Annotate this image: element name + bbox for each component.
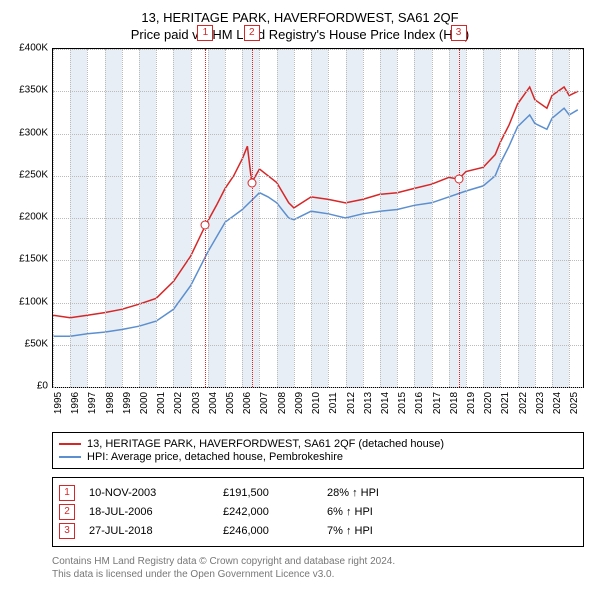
x-tick-label: 2008 [277,392,288,414]
event-legend-num: 2 [59,504,75,520]
y-tick-label: £400K [19,43,48,54]
y-tick-label: £50K [25,338,48,349]
event-line [459,49,460,387]
legend-row: HPI: Average price, detached house, Pemb… [59,451,577,463]
event-legend-delta: 28% ↑ HPI [327,487,417,499]
event-legend-delta: 6% ↑ HPI [327,506,417,518]
x-tick-label: 1999 [122,392,133,414]
event-legend-row: 2 18-JUL-2006 £242,000 6% ↑ HPI [59,504,577,520]
x-tick-label: 1997 [87,392,98,414]
x-tick-label: 2023 [535,392,546,414]
event-legend-row: 3 27-JUL-2018 £246,000 7% ↑ HPI [59,523,577,539]
x-tick-label: 2002 [173,392,184,414]
x-tick-label: 2025 [569,392,580,414]
x-tick-label: 2000 [139,392,150,414]
x-tick-label: 2013 [363,392,374,414]
footer-attribution: Contains HM Land Registry data © Crown c… [52,555,584,581]
x-tick-label: 2022 [518,392,529,414]
x-tick-label: 2020 [483,392,494,414]
x-tick-label: 2016 [414,392,425,414]
x-tick-label: 2007 [259,392,270,414]
event-legend-price: £246,000 [223,525,313,537]
event-legend-price: £191,500 [223,487,313,499]
x-tick-label: 1998 [105,392,116,414]
event-line [252,49,253,387]
x-tick-label: 2006 [242,392,253,414]
x-tick-label: 2005 [225,392,236,414]
event-marker-box: 3 [451,25,467,41]
event-legend: 1 10-NOV-2003 £191,500 28% ↑ HPI 2 18-JUL-200… [52,477,584,547]
event-legend-date: 18-JUL-2006 [89,506,209,518]
legend-row: 13, HERITAGE PARK, HAVERFORDWEST, SA61 2… [59,438,577,450]
x-tick-label: 1995 [53,392,64,414]
x-tick-label: 1996 [70,392,81,414]
event-legend-num: 1 [59,485,75,501]
footer-line-1: Contains HM Land Registry data © Crown c… [52,555,584,568]
event-marker-box: 1 [197,25,213,41]
x-tick-label: 2004 [208,392,219,414]
y-tick-label: £200K [19,212,48,223]
chart-container: 13, HERITAGE PARK, HAVERFORDWEST, SA61 2… [0,0,600,591]
legend-label: 13, HERITAGE PARK, HAVERFORDWEST, SA61 2… [87,438,444,450]
y-tick-label: £100K [19,296,48,307]
legend-swatch [59,456,81,458]
x-tick-label: 2009 [294,392,305,414]
x-tick-label: 2019 [466,392,477,414]
x-tick-label: 2014 [380,392,391,414]
x-tick-label: 2018 [449,392,460,414]
chart-title-sub: Price paid vs. HM Land Registry's House … [10,27,590,42]
x-tick-label: 2015 [397,392,408,414]
x-tick-label: 2003 [191,392,202,414]
x-tick-label: 2017 [432,392,443,414]
x-tick-label: 2012 [346,392,357,414]
y-tick-label: £250K [19,169,48,180]
x-tick-label: 2010 [311,392,322,414]
x-tick-label: 2024 [552,392,563,414]
event-legend-price: £242,000 [223,506,313,518]
plot-outer: 1995199619971998199920002001200220032004… [52,48,584,388]
event-legend-row: 1 10-NOV-2003 £191,500 28% ↑ HPI [59,485,577,501]
event-legend-date: 10-NOV-2003 [89,487,209,499]
event-legend-delta: 7% ↑ HPI [327,525,417,537]
event-point-marker [454,175,463,184]
x-tick-label: 2021 [500,392,511,414]
event-legend-num: 3 [59,523,75,539]
event-legend-date: 27-JUL-2018 [89,525,209,537]
x-tick-label: 2011 [328,392,339,414]
plot-area: 1995199619971998199920002001200220032004… [52,48,584,388]
y-tick-label: £300K [19,127,48,138]
footer-line-2: This data is licensed under the Open Gov… [52,568,584,581]
y-tick-label: £350K [19,85,48,96]
y-tick-label: £150K [19,254,48,265]
series-line [53,87,578,318]
event-line [205,49,206,387]
chart-title-address: 13, HERITAGE PARK, HAVERFORDWEST, SA61 2… [10,10,590,25]
legend-label: HPI: Average price, detached house, Pemb… [87,451,343,463]
y-tick-label: £0 [37,381,48,392]
x-tick-label: 2001 [156,392,167,414]
event-point-marker [247,178,256,187]
series-legend: 13, HERITAGE PARK, HAVERFORDWEST, SA61 2… [52,432,584,469]
event-point-marker [201,221,210,230]
legend-swatch [59,443,81,445]
event-marker-box: 2 [244,25,260,41]
